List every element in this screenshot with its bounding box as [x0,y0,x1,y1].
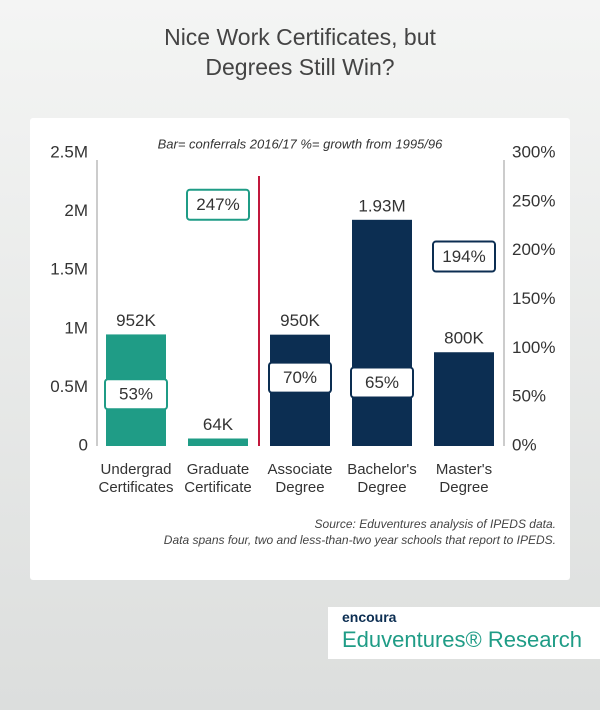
y2-tick-label: 0% [512,435,537,454]
growth-label: 194% [442,247,485,266]
x-tick-label: Bachelor's Degree [347,461,417,496]
y-tick-label: 2.5M [50,142,88,161]
value-label: 1.93M [358,196,405,215]
y-tick-label: 0 [79,435,88,454]
growth-label: 53% [119,385,153,404]
growth-label: 247% [196,195,239,214]
source-note: Source: Eduventures analysis of IPEDS da… [314,517,556,531]
x-tick-label: Associate Degree [267,461,333,496]
y2-tick-label: 300% [512,142,555,161]
growth-box [350,366,414,399]
growth-box [186,188,250,221]
bar [188,438,248,446]
growth-box [268,361,332,394]
growth-label: 70% [283,368,317,387]
brand-box: encoura Eduventures® Research [328,607,600,659]
growth-box [104,378,168,411]
y2-tick-label: 250% [512,191,555,210]
bar [352,219,412,446]
x-tick-label: Undergrad Certificates [98,461,174,496]
growth-box [432,240,496,273]
y2-tick-label: 200% [512,240,555,259]
value-label: 950K [280,311,320,330]
chart-title: Nice Work Certificates, but Degrees Stil… [164,24,436,80]
y-tick-label: 1.5M [50,260,88,279]
growth-label: 65% [365,373,399,392]
value-label: 64K [203,415,234,434]
y2-tick-label: 50% [512,387,546,406]
y-tick-label: 0.5M [50,377,88,396]
source-note: Data spans four, two and less-than-two y… [163,533,556,547]
value-label: 800K [444,329,484,348]
x-tick-label: Master's Degree [435,461,493,496]
y2-tick-label: 150% [512,289,555,308]
bar [434,352,494,446]
x-tick-label: Graduate Certificate [184,461,252,496]
brand: encoura [342,609,397,625]
value-label: 952K [116,311,156,330]
y-tick-label: 1M [64,318,88,337]
brand-sub: Eduventures® Research [342,627,583,652]
subtitle: Bar= conferrals 2016/17 %= growth from 1… [158,136,443,151]
y-tick-label: 2M [64,201,88,220]
y2-tick-label: 100% [512,338,555,357]
